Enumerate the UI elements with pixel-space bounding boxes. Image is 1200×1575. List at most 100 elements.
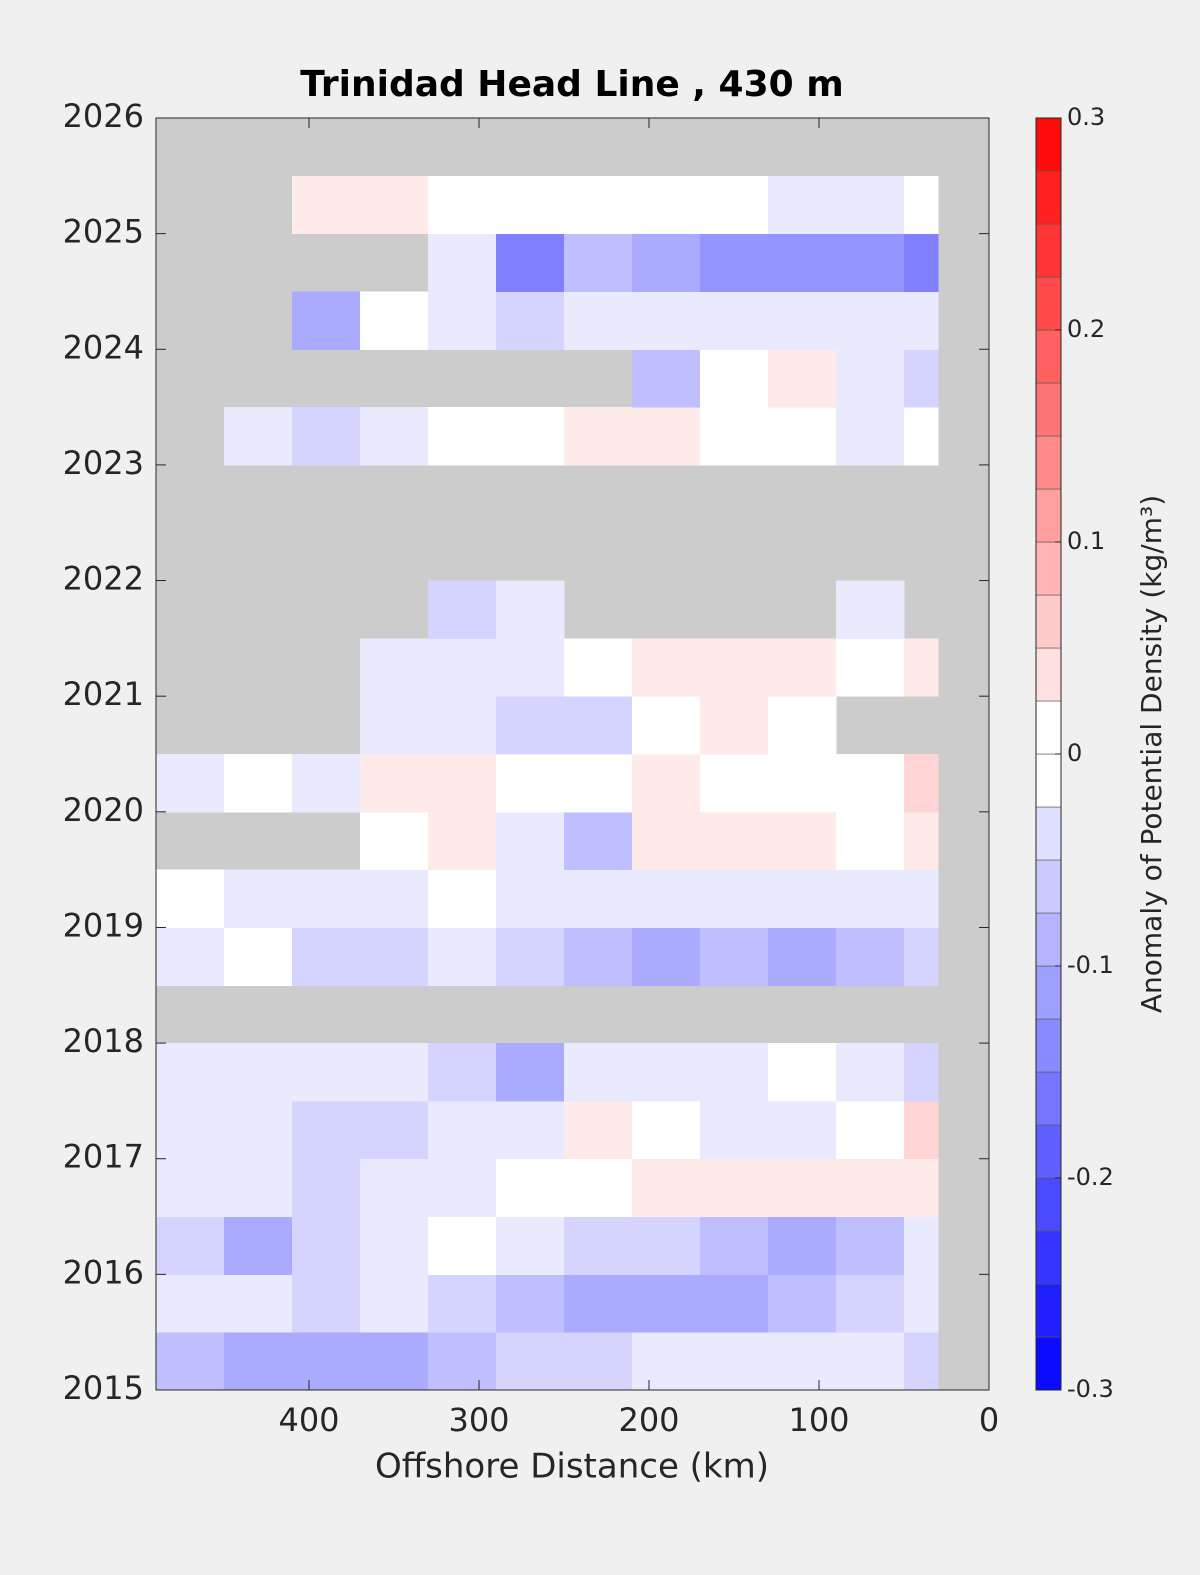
cell (496, 696, 565, 755)
cell (700, 291, 769, 350)
colorbar-band (1035, 435, 1062, 490)
cell (836, 1043, 905, 1102)
cell (496, 233, 565, 292)
cell (360, 291, 429, 350)
cell (224, 407, 293, 466)
cell (904, 869, 939, 928)
cell (292, 1274, 361, 1333)
y-tick-label: 2023 (63, 444, 144, 482)
colorbar-tick-label: -0.2 (1067, 1163, 1114, 1191)
colorbar-band (1035, 170, 1062, 225)
cell (564, 1216, 633, 1275)
cell (360, 175, 429, 235)
cell (292, 1332, 361, 1391)
cell (360, 407, 429, 466)
colorbar-tick-label: -0.3 (1067, 1375, 1114, 1403)
colorbar-band (1035, 223, 1062, 278)
cell (836, 407, 905, 466)
cell (904, 754, 939, 813)
cell (836, 291, 905, 350)
cell (496, 1100, 565, 1160)
cell (700, 233, 769, 292)
cell (428, 175, 497, 235)
colorbar-tick-label: 0 (1067, 739, 1082, 767)
cell (768, 1274, 837, 1333)
cell (496, 1332, 565, 1391)
colorbar-label: Anomaly of Potential Density (kg/m³) (1135, 495, 1168, 1013)
cell (768, 696, 837, 755)
cell (700, 1274, 769, 1333)
cell (700, 1158, 769, 1218)
cell (904, 1043, 939, 1102)
cell (156, 754, 225, 813)
cell (632, 349, 701, 408)
y-tick-label: 2021 (63, 675, 144, 713)
cell (360, 1158, 429, 1218)
cell (768, 349, 837, 408)
cell (904, 175, 939, 235)
cell (360, 811, 429, 871)
cell (428, 291, 497, 350)
cell (768, 638, 837, 697)
cell (700, 1043, 769, 1102)
x-tick-label: 300 (448, 1401, 509, 1439)
cell (360, 696, 429, 755)
cell (700, 1216, 769, 1275)
cell (428, 1274, 497, 1333)
cell (632, 1216, 701, 1275)
cell (360, 638, 429, 697)
cell (428, 1158, 497, 1218)
cell (496, 175, 565, 235)
cell (768, 927, 837, 986)
cell (632, 175, 701, 235)
cell (292, 407, 361, 466)
colorbar-band (1035, 965, 1062, 1020)
cell (360, 1100, 429, 1160)
cell (768, 811, 837, 871)
cell (496, 1158, 565, 1218)
cell (428, 580, 497, 639)
cell (700, 869, 769, 928)
cell (768, 175, 837, 235)
cell (700, 638, 769, 697)
cell (360, 1332, 429, 1391)
colorbar-band (1035, 1283, 1062, 1338)
cell (292, 1216, 361, 1275)
cell (156, 1100, 225, 1160)
x-axis-label: Offshore Distance (km) (375, 1447, 769, 1487)
cell (700, 1332, 769, 1391)
cell (496, 580, 565, 639)
cell (904, 811, 939, 871)
cell (836, 1100, 905, 1160)
cell (836, 754, 905, 813)
colorbar-band (1035, 806, 1062, 861)
cell (632, 1100, 701, 1160)
cell (768, 291, 837, 350)
colorbar-band (1035, 1071, 1062, 1126)
cell (836, 1216, 905, 1275)
cell (904, 1100, 939, 1160)
cell (292, 1100, 361, 1160)
cell (632, 1274, 701, 1333)
cell (768, 1332, 837, 1391)
cell (836, 1158, 905, 1218)
cell (632, 291, 701, 350)
cell (836, 811, 905, 871)
colorbar-band (1035, 382, 1062, 437)
cell (224, 1043, 293, 1102)
cell (768, 1158, 837, 1218)
cell (224, 1274, 293, 1333)
cell (224, 754, 293, 813)
cell (904, 638, 939, 697)
chart-title: Trinidad Head Line , 430 m (300, 64, 843, 105)
cell (496, 638, 565, 697)
cell (360, 754, 429, 813)
cell (292, 175, 361, 235)
cell (156, 869, 225, 928)
cell (428, 1043, 497, 1102)
colorbar-band (1035, 859, 1062, 914)
cell (564, 811, 633, 871)
cell (292, 927, 361, 986)
cell (632, 696, 701, 755)
cell (428, 638, 497, 697)
